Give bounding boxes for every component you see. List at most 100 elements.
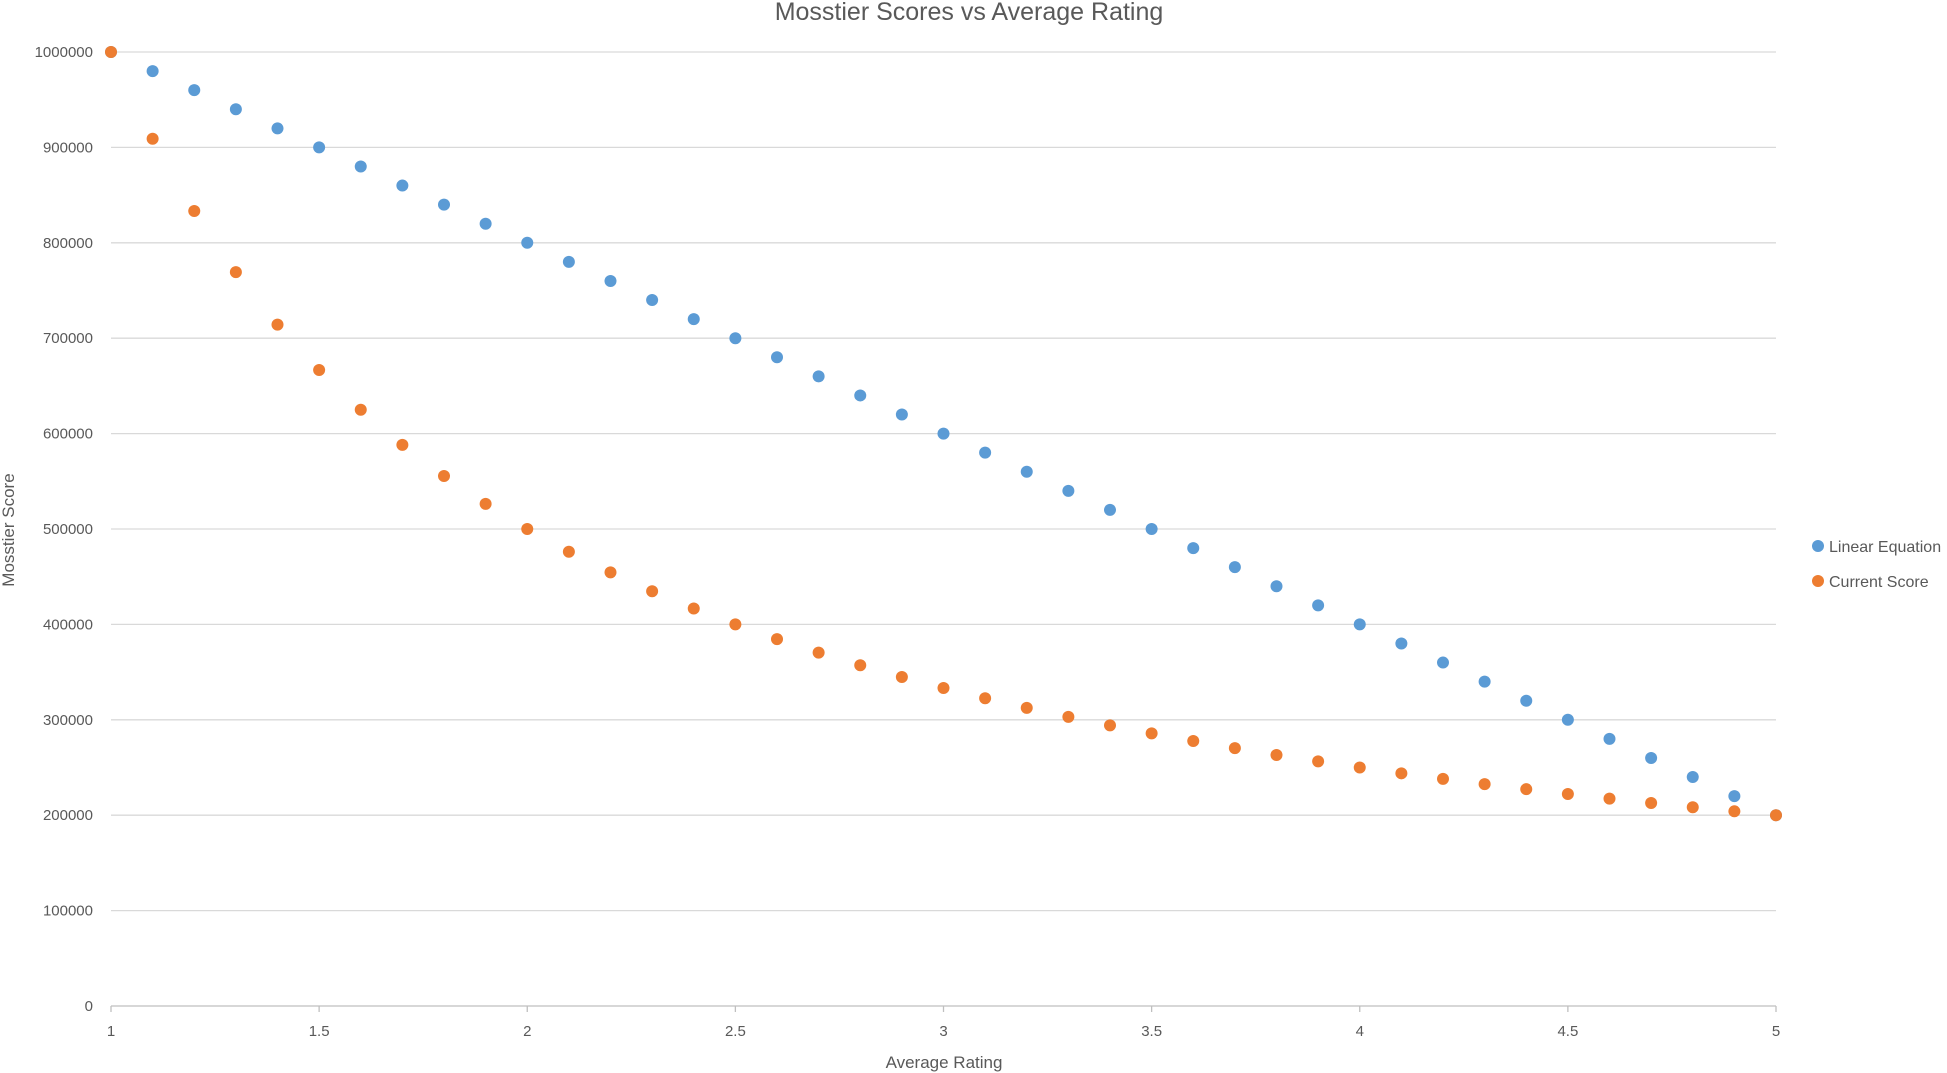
data-point <box>271 318 284 331</box>
x-tick-label: 3.5 <box>1141 1023 1162 1040</box>
y-tick-label: 600000 <box>43 426 93 443</box>
data-point <box>1187 542 1200 555</box>
data-point <box>812 370 825 383</box>
data-point <box>1728 805 1741 818</box>
data-point <box>1187 734 1200 747</box>
data-point <box>188 84 201 97</box>
legend-marker <box>1812 575 1824 587</box>
data-point <box>979 446 992 459</box>
data-point <box>1561 788 1574 801</box>
y-tick-label: 100000 <box>43 903 93 920</box>
y-tick-label: 0 <box>85 998 93 1015</box>
data-point <box>1645 751 1658 764</box>
x-tick-label: 2.5 <box>725 1023 746 1040</box>
data-point <box>646 294 659 307</box>
y-tick-label: 400000 <box>43 616 93 633</box>
data-point <box>1728 790 1741 803</box>
data-point <box>1395 637 1408 650</box>
data-point <box>438 198 450 211</box>
data-point <box>105 46 117 58</box>
data-point <box>1228 742 1241 755</box>
data-point <box>313 363 326 376</box>
data-point <box>188 205 201 218</box>
y-tick-label: 200000 <box>43 807 93 824</box>
data-point <box>1145 523 1158 535</box>
data-point <box>604 274 617 287</box>
data-point <box>1478 675 1491 688</box>
data-point <box>1104 503 1116 516</box>
data-point <box>895 408 908 421</box>
data-points <box>105 46 1782 822</box>
data-point <box>1270 748 1283 761</box>
data-point <box>479 497 492 510</box>
data-point <box>646 585 659 598</box>
data-point <box>521 236 534 249</box>
y-tick-label: 500000 <box>43 521 93 538</box>
data-point <box>1520 783 1533 796</box>
data-point <box>1312 755 1325 768</box>
data-point <box>1686 771 1699 784</box>
data-point <box>1561 713 1574 726</box>
data-point <box>229 103 242 116</box>
data-point <box>1437 772 1449 785</box>
data-point <box>771 351 783 364</box>
x-tick-label: 4 <box>1356 1023 1364 1040</box>
y-tick-label: 700000 <box>43 330 93 347</box>
data-point <box>1353 618 1366 631</box>
data-point <box>729 332 742 345</box>
x-tick-label: 1.5 <box>309 1023 330 1040</box>
data-point <box>354 160 367 173</box>
data-point <box>895 671 908 684</box>
x-tick-label: 1 <box>107 1023 115 1040</box>
data-point <box>1353 761 1366 774</box>
data-point <box>479 217 492 230</box>
data-point <box>812 646 825 659</box>
data-point <box>1645 797 1658 810</box>
data-point <box>1062 484 1075 497</box>
data-point <box>729 618 742 631</box>
data-point <box>1520 694 1533 707</box>
data-point <box>146 132 159 145</box>
data-point <box>1020 465 1033 478</box>
data-point <box>1020 701 1033 714</box>
data-point <box>854 389 867 402</box>
data-point <box>1686 801 1699 814</box>
data-point <box>521 523 534 535</box>
y-tick-label: 300000 <box>43 712 93 729</box>
data-point <box>562 255 575 268</box>
data-point <box>937 682 950 695</box>
data-point <box>1603 792 1616 805</box>
data-point <box>438 469 450 482</box>
chart-title: Mosstier Scores vs Average Rating <box>775 0 1164 26</box>
x-tick-label: 5 <box>1772 1023 1780 1040</box>
data-point <box>313 141 326 154</box>
y-axis-title: Mosstier Score <box>0 473 18 586</box>
data-point <box>1228 561 1241 574</box>
x-axis-title: Average Rating <box>886 1053 1003 1072</box>
data-point <box>1270 580 1283 593</box>
y-tick-label: 1000000 <box>35 44 93 61</box>
data-point <box>271 122 284 135</box>
legend-label: Linear Equation <box>1829 539 1941 556</box>
x-tick-label: 4.5 <box>1557 1023 1578 1040</box>
data-point <box>979 692 992 705</box>
axes <box>110 1005 1777 1012</box>
x-tick-label: 2 <box>523 1023 531 1040</box>
data-point <box>687 313 700 326</box>
data-point <box>1478 778 1491 791</box>
tick-labels: 0 100000 200000 300000 400000 500000 600000 700… <box>35 44 1781 1040</box>
x-tick-label: 3 <box>939 1023 947 1040</box>
legend: Linear Equation Current Score <box>1812 539 1941 591</box>
legend-label: Current Score <box>1829 574 1929 591</box>
data-point <box>1395 767 1408 780</box>
data-point <box>1603 732 1616 745</box>
y-tick-label: 800000 <box>43 235 93 252</box>
data-point <box>604 566 617 579</box>
series-linear-equation <box>105 46 1782 822</box>
legend-marker <box>1812 540 1824 552</box>
data-point <box>937 427 950 440</box>
data-point <box>146 65 159 78</box>
data-point <box>354 403 367 416</box>
